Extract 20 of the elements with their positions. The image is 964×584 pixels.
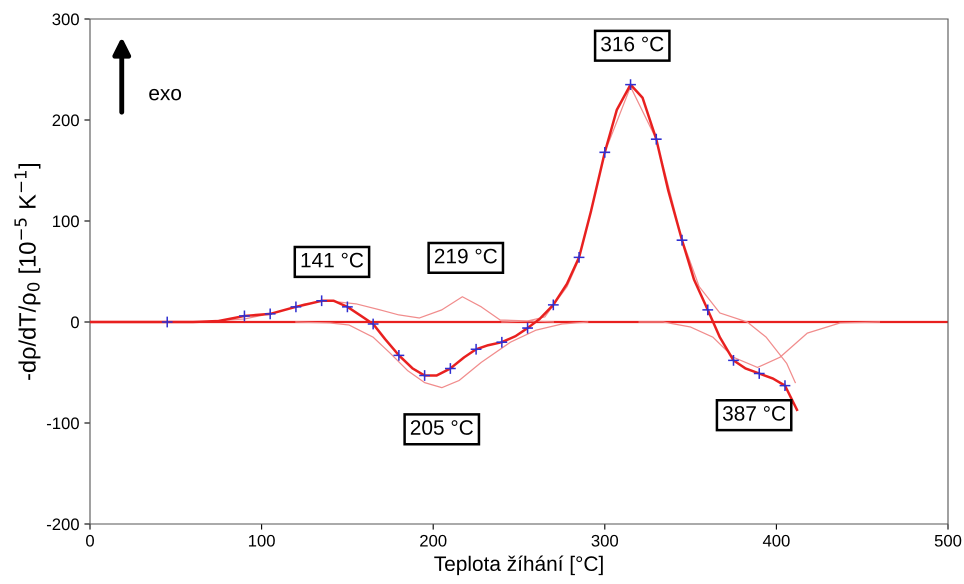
annotation: 316 °C <box>601 36 664 52</box>
annotation: 219 °C <box>434 248 497 264</box>
x-tick-label: 500 <box>934 534 962 547</box>
y-tick-label: -200 <box>46 518 79 530</box>
y-axis-title: -dρ/dT/ρ$_{0}$ [10$^{−5}$ K$^{−1}$] <box>14 164 40 380</box>
x-axis-title: Teplota žíhání [°C] <box>434 556 603 576</box>
y-tick-label: 0 <box>70 316 79 328</box>
annotation: exo <box>149 88 182 100</box>
y-tick-label: -100 <box>46 417 79 430</box>
x-tick-label: 100 <box>248 534 275 547</box>
x-tick-label: 0 <box>86 534 94 547</box>
y-tick-label: 100 <box>53 215 79 228</box>
x-tick-label: 400 <box>762 534 790 547</box>
y-tick-label: 200 <box>52 114 79 126</box>
annotation: 387 °C <box>722 406 786 421</box>
annotation: 141 °C <box>302 252 364 268</box>
y-tick-label: 300 <box>52 13 79 26</box>
x-tick-label: 200 <box>420 534 446 547</box>
annotation: 205 °C <box>410 420 473 435</box>
x-tick-label: 300 <box>592 534 618 547</box>
